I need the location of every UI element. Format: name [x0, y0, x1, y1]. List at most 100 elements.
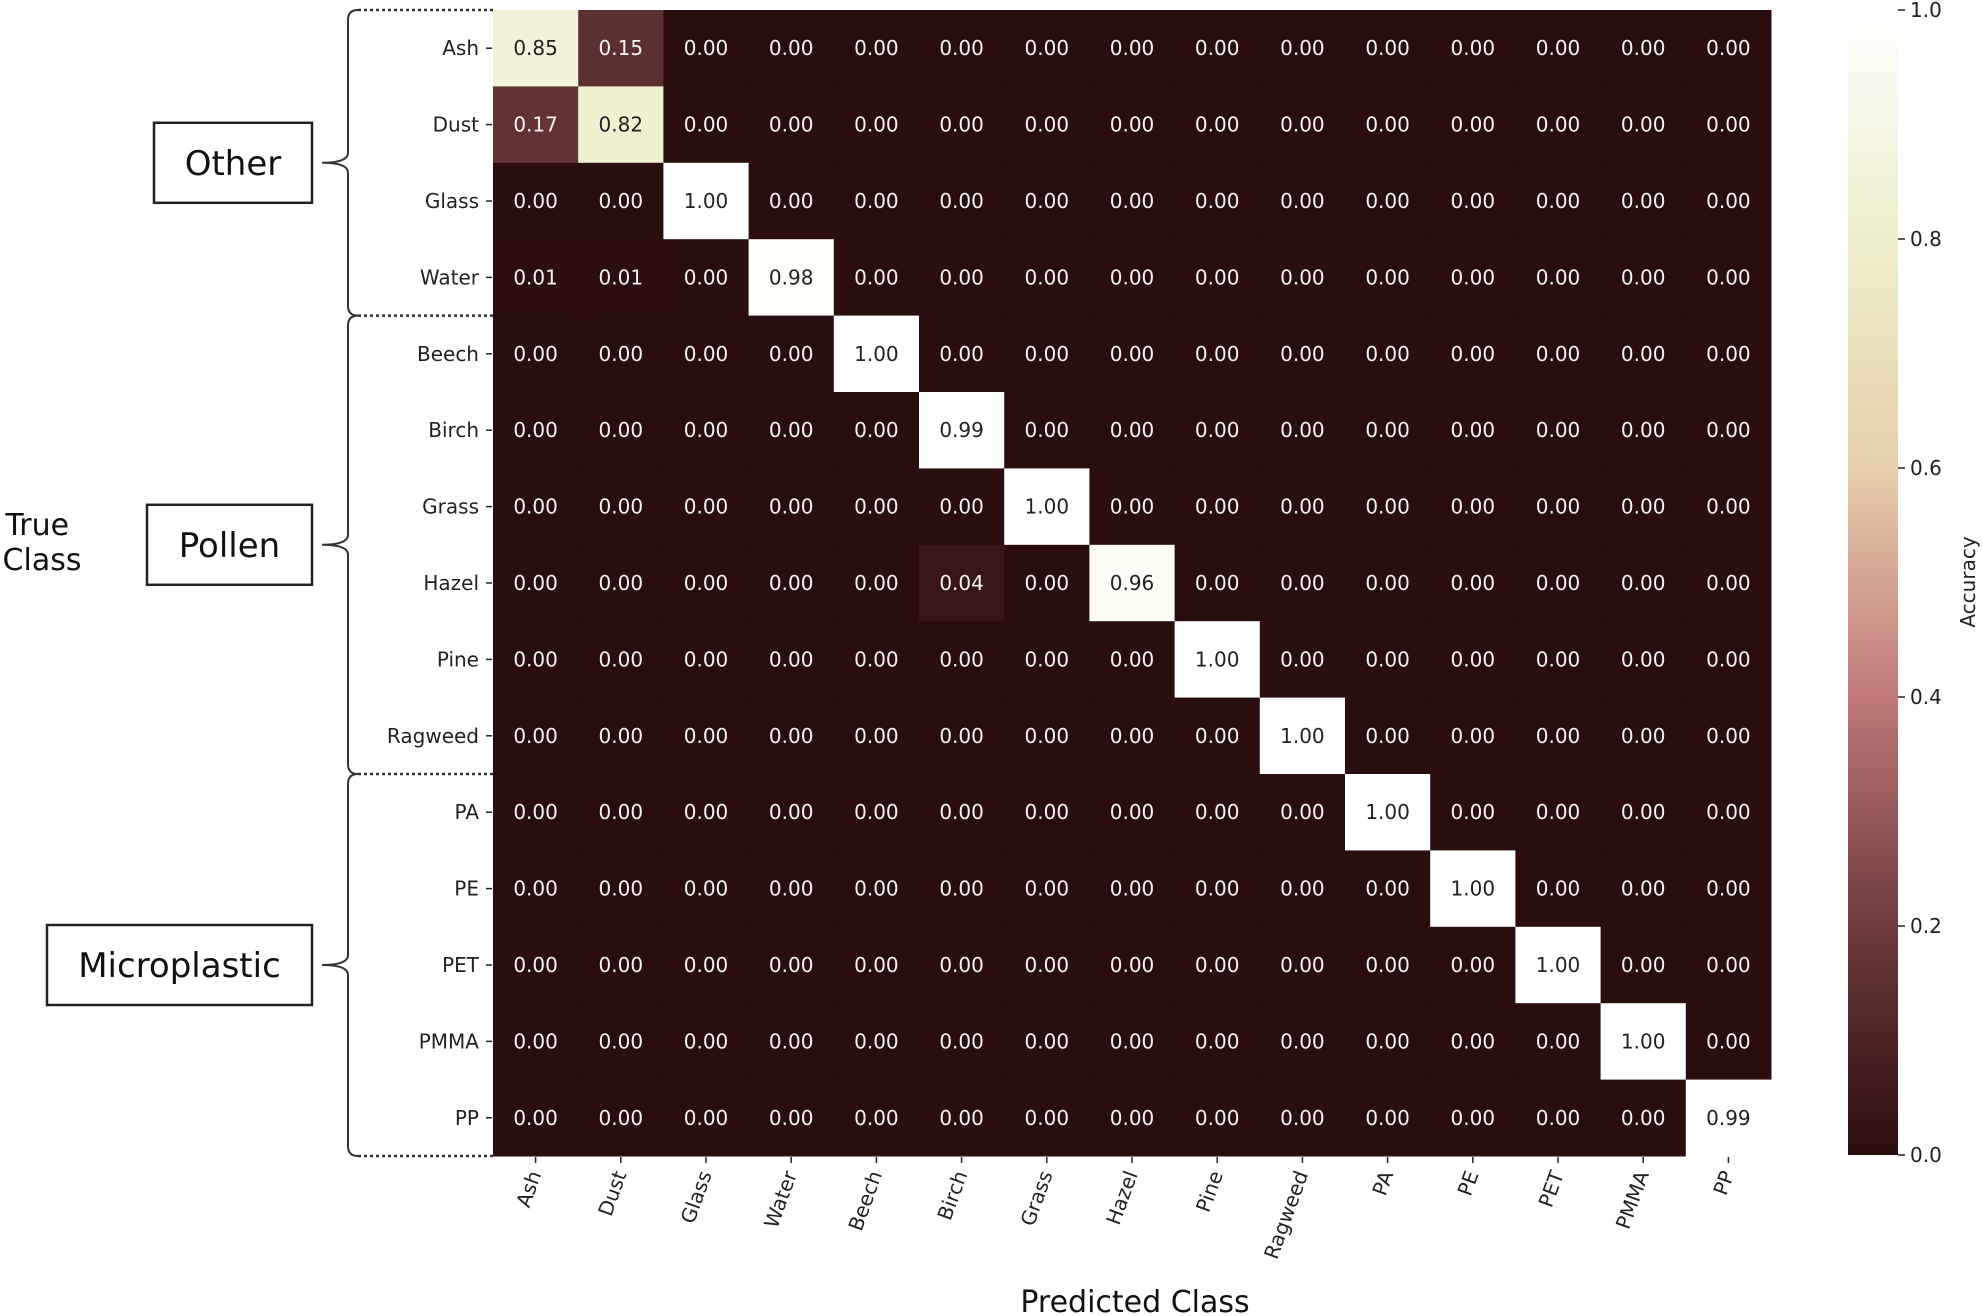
heatmap-cell [663, 1079, 750, 1157]
heatmap-cell [748, 621, 835, 699]
heatmap-cell [1259, 392, 1346, 469]
x-axis-ticks: Ash Dust Glass Water Beech Birch Grass Hazel Pin… [511, 1157, 1739, 1262]
heatmap-cell [919, 621, 1005, 699]
cell-value-label: 0.00 [1536, 877, 1581, 901]
cell-value-label: 0.98 [769, 265, 814, 289]
cell-value-label: 0.00 [1536, 800, 1581, 824]
cell-value-label: 0.00 [854, 36, 899, 60]
cell-value-label: 0.00 [1365, 1029, 1410, 1053]
cell-value-label: 0.00 [1536, 1029, 1581, 1053]
heatmap-cell [1685, 697, 1772, 775]
heatmap-cell [1515, 697, 1602, 775]
cell-value-label: 0.00 [939, 36, 984, 60]
heatmap-cell [578, 239, 664, 317]
heatmap-cell [748, 392, 835, 469]
cell-value-label: 0.00 [769, 953, 814, 977]
cell-value-label: 0.00 [684, 647, 729, 671]
heatmap-cell [1685, 621, 1772, 699]
cell-value-label: 0.00 [1195, 571, 1240, 595]
heatmap-cell [833, 392, 920, 469]
x-tick-label: Grass [1016, 1168, 1058, 1230]
cell-value-label: 0.00 [854, 1106, 899, 1130]
heatmap-cell [1259, 621, 1346, 699]
x-tick-label: PP [1708, 1168, 1739, 1199]
cell-value-label: 0.00 [1280, 800, 1325, 824]
cell-value-label: 0.15 [599, 36, 644, 60]
cell-value-label: 0.00 [1025, 724, 1070, 748]
cell-value-label: 0.00 [513, 342, 558, 366]
cell-value-label: 0.00 [684, 1106, 729, 1130]
heatmap-cell [1345, 850, 1431, 928]
heatmap-cell [1515, 10, 1602, 87]
cell-value-label: 0.00 [513, 189, 558, 213]
heatmap-cell [748, 1079, 835, 1157]
cell-value-label: 0.00 [599, 342, 644, 366]
cell-value-label: 0.00 [939, 953, 984, 977]
heatmap-cell [1174, 697, 1261, 775]
heatmap-cell [1259, 1003, 1346, 1081]
colorbar-tick-label: 0.8 [1910, 227, 1942, 251]
heatmap-cell [493, 621, 579, 699]
heatmap-cell [919, 544, 1005, 622]
heatmap-cell [1430, 774, 1516, 851]
cell-value-label: 0.00 [1621, 113, 1666, 137]
heatmap-cell [1515, 926, 1602, 1004]
heatmap-cell [1515, 1079, 1602, 1157]
cell-value-label: 1.00 [684, 189, 729, 213]
heatmap-cell [1174, 621, 1261, 699]
cell-value-label: 0.00 [769, 342, 814, 366]
cell-value-label: 0.00 [1365, 877, 1410, 901]
heatmap-cell [493, 926, 579, 1004]
cell-value-label: 0.00 [1621, 342, 1666, 366]
heatmap-cell [493, 850, 579, 928]
heatmap-cell [1259, 1079, 1346, 1157]
heatmap-cell [1685, 86, 1772, 164]
cell-value-label: 0.00 [1706, 953, 1751, 977]
heatmap-cell [1600, 392, 1687, 469]
cell-value-label: 0.00 [1706, 265, 1751, 289]
heatmap-cell [1345, 239, 1431, 317]
heatmap-cell [578, 1003, 664, 1081]
heatmap-cell [1430, 315, 1516, 393]
cell-value-label: 0.00 [769, 877, 814, 901]
cell-value-label: 0.00 [1280, 647, 1325, 671]
heatmap-cell [578, 544, 664, 622]
cell-value-label: 0.04 [939, 571, 984, 595]
cell-value-label: 0.00 [1025, 113, 1070, 137]
cell-value-label: 0.00 [1195, 953, 1240, 977]
cell-value-label: 0.00 [1706, 418, 1751, 442]
cell-value-label: 0.00 [1280, 1106, 1325, 1130]
cell-value-label: 0.00 [1536, 265, 1581, 289]
heatmap-cell [1515, 1003, 1602, 1081]
cell-value-label: 0.00 [1621, 1106, 1666, 1130]
heatmap-cell [578, 10, 664, 87]
heatmap-cell [1345, 468, 1431, 546]
colorbar-title: Accuracy [1956, 536, 1980, 627]
cell-value-label: 0.17 [513, 113, 558, 137]
cell-value-label: 0.00 [513, 571, 558, 595]
heatmap-cell [919, 468, 1005, 546]
heatmap-cell [1089, 926, 1176, 1004]
heatmap-cell [578, 392, 664, 469]
cell-value-label: 0.00 [854, 647, 899, 671]
cell-value-label: 0.01 [513, 265, 558, 289]
cell-value-label: 0.00 [1110, 113, 1155, 137]
cell-value-label: 0.00 [769, 571, 814, 595]
cell-value-label: 0.00 [939, 495, 984, 519]
cell-value-label: 0.00 [1621, 571, 1666, 595]
cell-value-label: 0.00 [1110, 800, 1155, 824]
cell-value-label: 0.00 [939, 189, 984, 213]
colorbar-tick-label: 0.6 [1910, 456, 1942, 480]
y-tick-label: Hazel [423, 571, 479, 595]
cell-value-label: 0.00 [1365, 342, 1410, 366]
heatmap-cell [1515, 392, 1602, 469]
group-label-box [145, 503, 314, 587]
cell-value-label: 0.00 [1195, 189, 1240, 213]
heatmap-cell [493, 162, 579, 240]
heatmap-cell [578, 468, 664, 546]
heatmap-cell [1515, 468, 1602, 546]
cell-value-label: 0.00 [854, 418, 899, 442]
heatmap-cell [1430, 392, 1516, 469]
heatmap-cell [1345, 774, 1431, 851]
heatmap-cell [1685, 392, 1772, 469]
